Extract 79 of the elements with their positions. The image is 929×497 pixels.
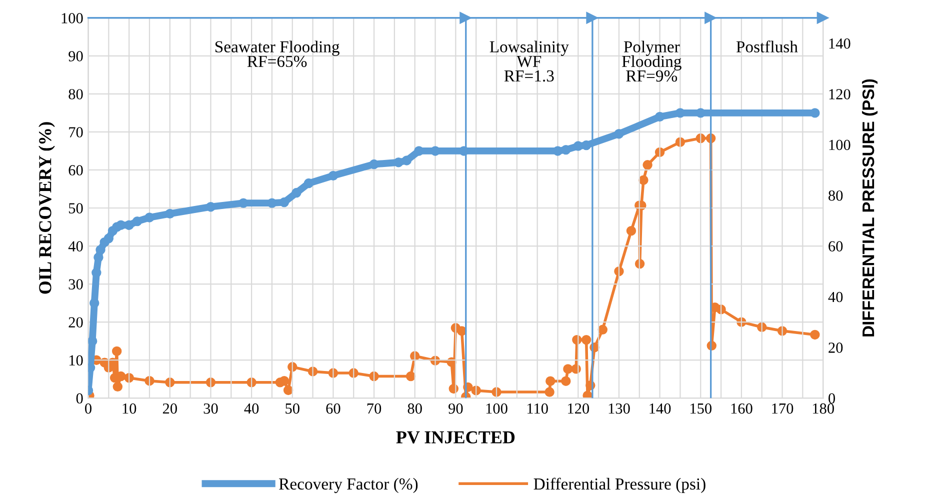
x-tick-label: 20 bbox=[162, 403, 177, 414]
x-tick-label: 150 bbox=[690, 403, 712, 414]
y2-tick-label: 140 bbox=[829, 38, 850, 49]
x-tick-label: 160 bbox=[731, 403, 752, 414]
point bbox=[394, 158, 404, 168]
x-tick-label: 80 bbox=[408, 403, 422, 414]
x-tick-label: 30 bbox=[204, 403, 218, 414]
annotation: Polymer Flooding RF=9% bbox=[622, 40, 682, 82]
x-tick-label: 170 bbox=[772, 403, 794, 414]
point bbox=[328, 170, 338, 181]
point bbox=[88, 336, 98, 346]
x-tick-label: 70 bbox=[367, 403, 382, 414]
point bbox=[581, 140, 592, 150]
y-tick-label: 50 bbox=[69, 203, 83, 214]
point bbox=[402, 156, 412, 166]
y-tick-label: 70 bbox=[69, 127, 83, 138]
point bbox=[124, 220, 134, 230]
y2-tick-label: 40 bbox=[828, 292, 843, 302]
x-tick-label: 110 bbox=[527, 403, 548, 414]
legend-label: Recovery Factor (%) bbox=[279, 478, 418, 494]
x-tick-label: 120 bbox=[568, 403, 590, 414]
point bbox=[614, 128, 624, 139]
x-tick-label: 40 bbox=[244, 403, 259, 414]
legend-label: Differential Pressure (psi) bbox=[534, 478, 706, 494]
annotation: Seawater Flooding RF=65% bbox=[215, 40, 340, 68]
y2-axis-title: DIFFERENTIAL PRESSURE (PSI) bbox=[862, 79, 878, 336]
point bbox=[144, 212, 154, 222]
point bbox=[94, 252, 104, 262]
point bbox=[561, 144, 571, 155]
point bbox=[304, 178, 314, 188]
y-tick-label: 60 bbox=[68, 165, 83, 176]
y2-tick-label: 60 bbox=[828, 241, 843, 252]
x-tick-label: 60 bbox=[326, 403, 340, 414]
point bbox=[96, 244, 106, 255]
point bbox=[675, 108, 686, 118]
y-tick-label: 0 bbox=[76, 393, 83, 404]
point bbox=[573, 141, 584, 151]
y-tick-label: 30 bbox=[68, 279, 83, 290]
y2-tick-label: 0 bbox=[828, 393, 836, 404]
y-tick-label: 80 bbox=[68, 89, 83, 100]
point bbox=[414, 146, 424, 156]
x-tick-label: 140 bbox=[650, 403, 671, 414]
point bbox=[267, 198, 277, 208]
x-tick-label: 90 bbox=[448, 403, 463, 414]
x-tick-label: 50 bbox=[286, 403, 300, 414]
x-tick-label: 0 bbox=[85, 403, 92, 414]
annotation: Lowsalinity WF RF=1.3 bbox=[490, 40, 569, 82]
point bbox=[165, 208, 175, 219]
point bbox=[238, 198, 248, 208]
point bbox=[810, 108, 820, 118]
point bbox=[292, 188, 302, 198]
point bbox=[696, 108, 706, 118]
point bbox=[116, 220, 126, 230]
x-axis-title: PV INJECTED bbox=[396, 431, 515, 444]
point bbox=[92, 268, 102, 278]
point bbox=[654, 112, 665, 122]
point bbox=[430, 146, 440, 156]
x-tick-label: 130 bbox=[608, 403, 630, 414]
x-tick-label: 10 bbox=[122, 403, 136, 414]
point bbox=[206, 202, 216, 212]
y-tick-label: 100 bbox=[62, 13, 83, 24]
y2-tick-label: 20 bbox=[828, 342, 843, 353]
point bbox=[104, 234, 114, 244]
point bbox=[132, 216, 142, 226]
annotation: Postflush bbox=[736, 40, 798, 52]
y-tick-label: 40 bbox=[68, 241, 83, 252]
y2-tick-label: 100 bbox=[829, 140, 850, 150]
y-axis-title: OIL RECOVERY (%) bbox=[38, 122, 55, 294]
point bbox=[90, 298, 100, 308]
point bbox=[279, 197, 290, 208]
y-tick-label: 20 bbox=[68, 317, 83, 328]
y2-tick-label: 120 bbox=[829, 89, 850, 100]
x-tick-label: 180 bbox=[812, 403, 834, 414]
x-tick-label: 100 bbox=[486, 403, 508, 414]
y-tick-label: 10 bbox=[69, 355, 83, 366]
point bbox=[369, 159, 379, 170]
point bbox=[552, 146, 563, 156]
y2-tick-label: 80 bbox=[828, 190, 843, 201]
y-tick-label: 90 bbox=[68, 51, 83, 62]
